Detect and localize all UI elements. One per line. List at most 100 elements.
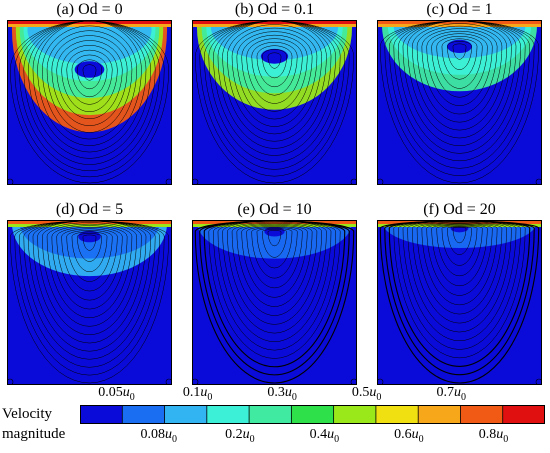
lid-strip-inner xyxy=(377,24,542,27)
streamline xyxy=(32,20,147,153)
streamline xyxy=(51,225,128,310)
tick-coefficient: 0.4 xyxy=(309,427,328,442)
streamline xyxy=(262,229,287,258)
tick-unit-subscript: 0 xyxy=(172,433,178,445)
streamline xyxy=(452,43,467,60)
colorbar-tick-label: 0.2u0 xyxy=(225,427,255,448)
streamline xyxy=(77,59,102,90)
tick-unit-subscript: 0 xyxy=(376,391,382,403)
cavity-border xyxy=(377,220,542,385)
vortex-core xyxy=(260,48,289,64)
lid-strip-inner xyxy=(7,24,172,27)
corner-eddy xyxy=(535,178,542,185)
colorbar-swatch xyxy=(333,405,377,424)
panel-title: (e) Od = 10 xyxy=(237,201,312,218)
streamline xyxy=(421,222,498,305)
corner-eddy xyxy=(377,178,384,185)
streamline xyxy=(199,20,350,177)
streamline xyxy=(431,224,488,286)
tick-coefficient: 0.08 xyxy=(140,427,166,442)
tick-unit: u xyxy=(496,427,504,442)
streamline xyxy=(37,20,142,146)
streamline xyxy=(231,222,318,316)
velocity-band xyxy=(210,20,339,61)
streamline xyxy=(267,52,282,69)
streamline xyxy=(77,233,102,262)
streamline xyxy=(37,220,142,335)
corner-eddy xyxy=(165,378,172,385)
legend-title: Velocity magnitude xyxy=(2,404,82,444)
tick-coefficient: 0.8 xyxy=(478,427,497,442)
tick-coefficient: 0.05 xyxy=(98,385,123,400)
velocity-contour-plot xyxy=(192,220,357,385)
streamline xyxy=(227,24,322,135)
legend-title-line1: Velocity xyxy=(2,406,52,422)
colorbar-swatch xyxy=(80,405,123,424)
cavity-border xyxy=(7,220,172,385)
streamline xyxy=(46,223,133,318)
vortex-core xyxy=(264,226,285,237)
tick-unit-subscript: 0 xyxy=(207,391,213,403)
colorbar-tick-label: 0.05u0 xyxy=(98,385,135,406)
colorbar-tick-label: 0.6u0 xyxy=(394,427,424,448)
velocity-contour-plot xyxy=(7,20,172,185)
streamline xyxy=(71,54,108,98)
tick-coefficient: 0.6 xyxy=(394,427,412,442)
streamline xyxy=(416,222,503,315)
corner-eddy xyxy=(7,178,14,185)
tick-unit-subscript: 0 xyxy=(249,433,255,445)
lid-strip xyxy=(377,220,542,224)
colorbar-tick-label: 0.8u0 xyxy=(479,427,509,448)
streamline xyxy=(222,20,327,142)
colorbar xyxy=(80,405,545,424)
tick-coefficient: 0.7 xyxy=(436,385,454,400)
vortex-core xyxy=(74,61,105,78)
streamline xyxy=(241,224,308,298)
legend-title-line2: magnitude xyxy=(2,426,66,442)
streamline xyxy=(246,226,303,289)
corner-eddy xyxy=(377,378,384,385)
streamline xyxy=(246,38,303,104)
streamline xyxy=(66,49,113,105)
tick-unit: u xyxy=(453,385,461,400)
streamline xyxy=(213,20,336,156)
streamline xyxy=(236,223,313,307)
streamline xyxy=(61,45,118,112)
tick-unit: u xyxy=(284,385,292,400)
streamline xyxy=(393,20,526,161)
streamline xyxy=(267,230,282,247)
streamline xyxy=(241,34,308,112)
streamline xyxy=(56,40,123,119)
panel-title: (d) Od = 5 xyxy=(55,201,124,218)
streamline xyxy=(23,20,156,165)
corner-eddy xyxy=(192,178,199,185)
colorbar-tick-label: 0.1u0 xyxy=(183,385,213,406)
streamline xyxy=(412,23,507,131)
streamline xyxy=(441,225,478,266)
vortex-core xyxy=(447,39,472,53)
streamline xyxy=(61,228,118,292)
streamline xyxy=(441,38,478,80)
lid-strip-inner xyxy=(192,24,357,27)
cavity-border xyxy=(7,20,172,185)
tick-unit-subscript: 0 xyxy=(129,391,135,403)
tick-unit-subscript: 0 xyxy=(334,433,340,445)
streamline xyxy=(447,41,472,70)
colorbar-swatch xyxy=(418,405,461,424)
tick-unit-subscript: 0 xyxy=(503,433,509,445)
tick-unit: u xyxy=(165,427,173,442)
streamline xyxy=(379,220,540,384)
corner-eddy xyxy=(165,178,172,185)
colorbar-swatch xyxy=(206,405,250,424)
streamline xyxy=(426,223,493,296)
colorbar-tick-label: 0.3u0 xyxy=(267,385,297,406)
streamline xyxy=(217,20,332,149)
colorbar-tick-label: 0.08u0 xyxy=(141,427,178,448)
cavity-border xyxy=(192,220,357,385)
velocity-band xyxy=(27,20,152,64)
streamline xyxy=(431,33,488,98)
corner-eddy xyxy=(7,378,14,385)
velocity-band xyxy=(196,220,353,259)
tick-unit: u xyxy=(122,385,130,400)
cavity-border xyxy=(377,20,542,185)
